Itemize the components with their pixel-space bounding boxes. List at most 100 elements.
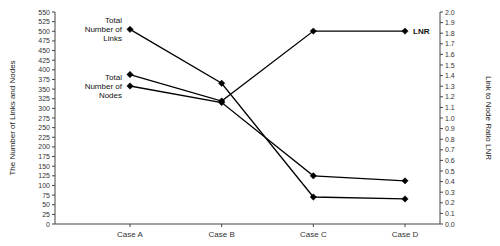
y2-tick-label: 0.9: [445, 125, 455, 132]
y-tick-label: 75: [42, 192, 50, 199]
y-tick-label: 500: [38, 28, 50, 35]
series-marker: [127, 83, 133, 89]
y2-tick-label: 0.4: [445, 178, 455, 185]
series-marker: [310, 28, 316, 34]
y-tick-label: 325: [38, 95, 50, 102]
y-tick: [52, 21, 55, 22]
y-tick-label: 150: [38, 163, 50, 170]
y-tick: [52, 185, 55, 186]
y2-tick-label: 1.1: [445, 104, 455, 111]
series-marker: [402, 178, 408, 184]
y-tick: [52, 89, 55, 90]
y-tick: [52, 175, 55, 176]
series-marker: [310, 194, 316, 200]
y-tick: [52, 69, 55, 70]
y-tick-label: 350: [38, 86, 50, 93]
y2-tick-label: 1.7: [445, 40, 455, 47]
y-tick: [52, 50, 55, 51]
y2-tick-label: 2.0: [445, 9, 455, 16]
y2-tick: [440, 202, 443, 203]
y-tick-label: 200: [38, 143, 50, 150]
x-tick: [313, 224, 314, 227]
y2-tick-label: 1.4: [445, 72, 455, 79]
series-line: [130, 29, 405, 199]
y-tick-label: 425: [38, 57, 50, 64]
y2-tick: [440, 181, 443, 182]
y-tick-label: 50: [42, 201, 50, 208]
y-tick: [52, 146, 55, 147]
annotation-line: Links: [103, 34, 122, 43]
y-tick: [52, 127, 55, 128]
y-tick: [52, 12, 55, 13]
y2-tick: [440, 33, 443, 34]
y2-tick-label: 1.3: [445, 83, 455, 90]
annotation-line: Total: [105, 16, 122, 25]
annotation: TotalNumber ofLinks: [85, 16, 123, 43]
y2-tick-label: 0.2: [445, 199, 455, 206]
y2-tick-label: 0.3: [445, 189, 455, 196]
y2-tick: [440, 96, 443, 97]
x-tick: [221, 224, 222, 227]
y-tick-label: 300: [38, 105, 50, 112]
y2-tick: [440, 160, 443, 161]
series-marker: [218, 98, 224, 104]
series-line: [130, 31, 405, 101]
y2-tick: [440, 22, 443, 23]
annotation-line: Nodes: [99, 91, 122, 100]
series-marker: [127, 26, 133, 32]
chart: 0255075100125150175200225250275300325350…: [0, 0, 500, 246]
y2-tick: [440, 12, 443, 13]
y2-tick: [440, 107, 443, 108]
y2-tick: [440, 65, 443, 66]
annotation: TotalNumber ofNodes: [85, 73, 123, 100]
y2-tick-label: 0.5: [445, 168, 455, 175]
y2-tick-label: 1.6: [445, 51, 455, 58]
y-tick-label: 0: [46, 221, 50, 228]
y-tick-label: 275: [38, 115, 50, 122]
y-tick-label: 375: [38, 76, 50, 83]
y-tick-label: 400: [38, 66, 50, 73]
y-tick: [52, 118, 55, 119]
x-axis-line: [55, 224, 440, 225]
y-axis-title: The Number of Links and Nodes: [8, 60, 17, 175]
y-tick-label: 525: [38, 18, 50, 25]
x-tick-label: Case C: [300, 230, 327, 239]
y-tick-label: 250: [38, 124, 50, 131]
y2-tick-label: 0.6: [445, 157, 455, 164]
y2-tick: [440, 224, 443, 225]
series-marker: [127, 71, 133, 77]
y-tick: [52, 31, 55, 32]
y2-tick: [440, 75, 443, 76]
y2-tick-label: 1.5: [445, 62, 455, 69]
y2-tick: [440, 86, 443, 87]
y-tick: [52, 224, 55, 225]
x-tick-label: Case A: [117, 230, 143, 239]
y2-tick-label: 1.2: [445, 93, 455, 100]
y-tick: [52, 137, 55, 138]
y2-tick-label: 0.1: [445, 210, 455, 217]
y2-tick-label: 1.8: [445, 30, 455, 37]
y2-tick: [440, 139, 443, 140]
y-tick: [52, 40, 55, 41]
y-tick-label: 450: [38, 47, 50, 54]
y2-tick: [440, 171, 443, 172]
annotation: LNR: [413, 27, 430, 36]
y2-tick: [440, 128, 443, 129]
y-tick: [52, 195, 55, 196]
y-tick: [52, 166, 55, 167]
y-tick-label: 550: [38, 9, 50, 16]
series-marker: [402, 28, 408, 34]
y2-tick: [440, 213, 443, 214]
series-marker: [310, 173, 316, 179]
x-tick-label: Case B: [209, 230, 235, 239]
annotation-line: Number of: [85, 25, 123, 34]
annotation-line: LNR: [413, 27, 430, 36]
y-tick: [52, 204, 55, 205]
y-tick: [52, 108, 55, 109]
series-line: [130, 86, 405, 181]
y2-tick-label: 0.7: [445, 146, 455, 153]
y2-tick-label: 0.8: [445, 136, 455, 143]
annotation-line: Number of: [85, 82, 123, 91]
y-tick: [52, 214, 55, 215]
y-tick-label: 25: [42, 211, 50, 218]
